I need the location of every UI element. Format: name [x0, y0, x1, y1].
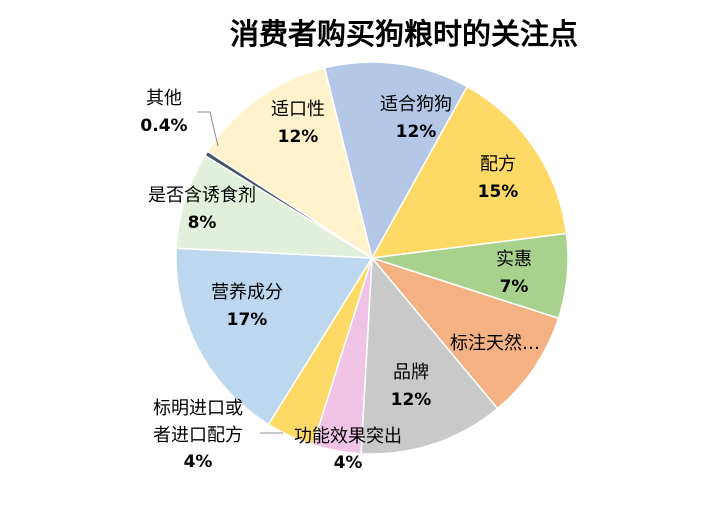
slice-percent-7: 4% — [184, 452, 213, 472]
slice-label-10: 其他 — [146, 88, 182, 109]
slice-percent-5: 12% — [391, 390, 432, 410]
slice-label-3: 实惠 — [496, 249, 532, 270]
slice-percent-8: 17% — [227, 310, 268, 330]
slice-percent-2: 15% — [478, 182, 519, 202]
slice-label-4: 标注天然… — [450, 333, 540, 354]
pie-slice-4 — [369, 256, 560, 410]
slice-label-2: 配方 — [480, 154, 516, 175]
pie-slice-2 — [370, 85, 568, 259]
slice-labels: 适合狗狗 12% 配方 15% 实惠 7% 标注天然… 品牌 12% 功能效果突出 4% 标明进口或者… — [140, 88, 540, 473]
slice-label-5: 品牌 — [393, 362, 429, 383]
leader-lines — [197, 111, 283, 434]
slice-percent-6: 4% — [334, 453, 363, 473]
pie-slice-5 — [360, 256, 499, 455]
slice-label-8: 营养成分 — [211, 282, 283, 303]
slice-label-7-line-1: 标明进口或 — [153, 398, 243, 419]
pie-slices — [175, 61, 569, 455]
slice-label-7-line-2: 者进口配方 — [153, 425, 243, 446]
pie-slice-8 — [175, 247, 374, 426]
slice-percent-1: 12% — [396, 122, 437, 142]
leader-line-other — [197, 111, 219, 147]
slice-label-11: 适口性 — [271, 99, 325, 120]
slice-percent-10: 0.4% — [140, 116, 187, 136]
slice-percent-11: 12% — [278, 127, 319, 147]
slice-label-6: 功能效果突出 — [294, 426, 402, 447]
slice-label-1: 适合狗狗 — [380, 94, 452, 115]
slice-percent-9: 8% — [188, 213, 217, 233]
slice-label-9: 是否含诱食剂 — [148, 185, 256, 206]
pie-slice-9 — [175, 154, 373, 259]
pie-slice-11 — [206, 66, 374, 260]
slice-percent-3: 7% — [500, 277, 529, 297]
chart-title: 消费者购买狗粮时的关注点 — [230, 17, 578, 51]
